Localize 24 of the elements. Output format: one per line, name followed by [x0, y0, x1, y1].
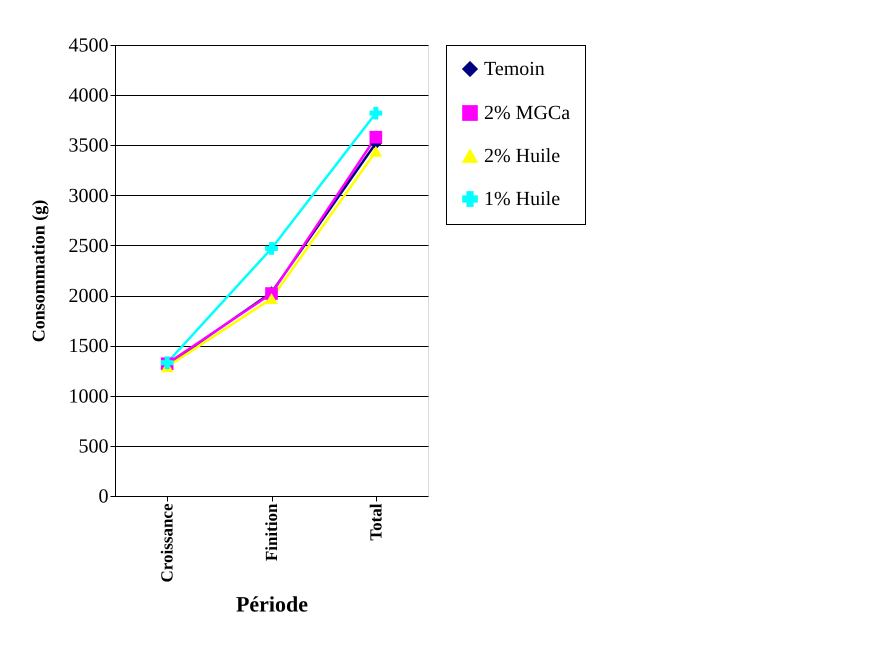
y-tick-label: 2500	[68, 234, 108, 257]
y-tick-label: 4500	[68, 34, 108, 56]
legend-label: 2% MGCa	[484, 102, 570, 124]
point	[265, 242, 278, 255]
y-tick-label: 3500	[68, 134, 108, 157]
point	[370, 146, 382, 157]
x-tick-label: Total	[366, 503, 386, 541]
y-tick-label: 2000	[68, 285, 108, 308]
y-tick-label: 1000	[68, 385, 108, 408]
x-tick-label: Croissance	[158, 503, 177, 583]
point	[370, 106, 382, 120]
x-tick-label: Finition	[262, 502, 281, 562]
legend-label: 2% Huile	[484, 145, 560, 167]
y-tick-label: 500	[78, 435, 108, 458]
y-axis-title: Consommation (g)	[28, 200, 48, 342]
y-tick-label: 4000	[68, 84, 108, 107]
y-tick-label: 0	[98, 486, 108, 508]
y-tick-label: 3000	[68, 184, 108, 207]
legend-label: Temoin	[484, 58, 545, 80]
point	[370, 130, 382, 144]
x-axis-title: Période	[236, 592, 308, 617]
y-tick-label: 1500	[68, 335, 108, 358]
point	[265, 293, 278, 304]
legend-label: 1% Huile	[484, 188, 560, 210]
